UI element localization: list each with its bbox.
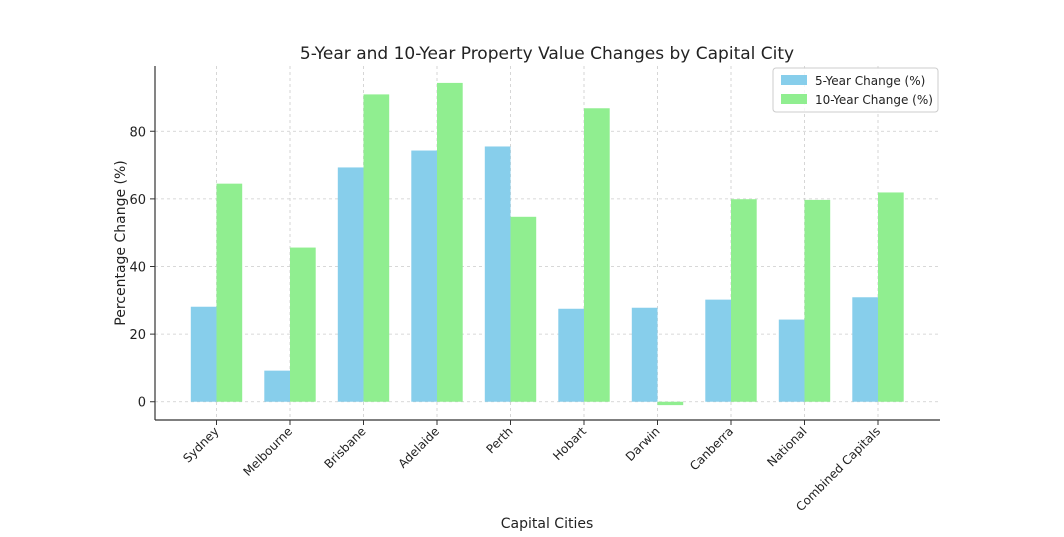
bar-10-year-hobart (584, 108, 610, 402)
legend-swatch-5-year (781, 75, 807, 85)
bar-5-year-hobart (558, 308, 584, 402)
bar-10-year-adelaide (437, 82, 463, 402)
bar-10-year-canberra (731, 199, 757, 402)
bar-10-year-combined-capitals (878, 192, 904, 402)
x-tick-label: National (764, 424, 809, 469)
y-tick-label: 20 (129, 328, 146, 343)
x-tick-label: Brisbane (321, 424, 368, 471)
bar-5-year-perth (484, 146, 511, 402)
bar-10-year-melbourne (290, 247, 316, 402)
x-tick-label: Hobart (550, 424, 589, 463)
bar-10-year-darwin (657, 401, 684, 406)
legend: 5-Year Change (%) 10-Year Change (%) (772, 67, 939, 113)
legend-box (772, 67, 939, 113)
x-tick-label: Sydney (180, 424, 221, 465)
y-tick-label: 0 (138, 396, 146, 411)
x-tick-label: Perth (483, 424, 515, 456)
legend-swatch-10-year (781, 94, 807, 104)
chart-title: 5-Year and 10-Year Property Value Change… (300, 44, 794, 64)
bar-10-year-perth (510, 216, 537, 402)
bar-5-year-darwin (631, 307, 658, 402)
bar-5-year-combined-capitals (852, 297, 878, 402)
legend-label-5-year: 5-Year Change (%) (815, 74, 925, 88)
axes-layer (154, 66, 940, 421)
bar-5-year-melbourne (264, 370, 290, 402)
y-tick-label: 80 (129, 125, 146, 140)
x-axis-label: Capital Cities (501, 516, 594, 532)
x-tick-label: Canberra (687, 424, 736, 473)
x-tick-label: Darwin (623, 424, 663, 464)
x-tick-label: Melbourne (240, 424, 295, 479)
bar-5-year-sydney (190, 306, 217, 402)
bar-10-year-sydney (216, 183, 243, 402)
x-tick-label: Combined Capitals (793, 424, 883, 514)
bar-5-year-brisbane (337, 167, 364, 402)
bar-10-year-brisbane (363, 94, 390, 402)
y-tick-label: 60 (129, 193, 146, 208)
bar-10-year-national (804, 199, 831, 402)
x-tick-label: Adelaide (395, 424, 442, 471)
bar-5-year-adelaide (411, 150, 437, 402)
y-tick-label: 40 (129, 260, 146, 275)
bars-layer (190, 82, 904, 406)
legend-label-10-year: 10-Year Change (%) (815, 93, 933, 107)
bar-5-year-canberra (705, 299, 731, 402)
bar-5-year-national (778, 319, 805, 402)
y-axis-label: Percentage Change (%) (113, 160, 129, 325)
